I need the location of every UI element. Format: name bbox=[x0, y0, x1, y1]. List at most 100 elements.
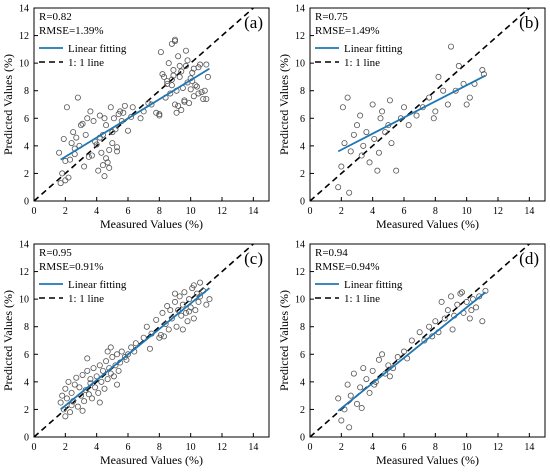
y-tick-label: 0 bbox=[300, 433, 305, 444]
legend-fit-label: Linear fitting bbox=[68, 279, 127, 291]
x-tick-label: 2 bbox=[339, 442, 344, 453]
scatter-point bbox=[109, 354, 116, 361]
scatter-point bbox=[118, 348, 125, 355]
scatter-point bbox=[68, 140, 75, 147]
scatter-point bbox=[71, 381, 78, 388]
scatter-point bbox=[114, 148, 121, 155]
legend-identity-label: 1: 1 line bbox=[68, 57, 104, 69]
scatter-point bbox=[95, 167, 102, 174]
plot-area bbox=[34, 244, 254, 437]
x-axis-title: Measured Values (%) bbox=[100, 453, 203, 467]
r-value-label: R=0.82 bbox=[39, 11, 72, 23]
scatter-point bbox=[374, 167, 381, 174]
y-tick-label: 8 bbox=[24, 322, 29, 333]
legend-identity-label: 1: 1 line bbox=[344, 57, 380, 69]
scatter-point bbox=[57, 180, 64, 187]
scatter-point bbox=[101, 173, 108, 180]
x-tick-label: 4 bbox=[370, 442, 375, 453]
scatter-point bbox=[143, 323, 150, 330]
y-tick-label: 10 bbox=[295, 59, 305, 70]
scatter-point bbox=[363, 129, 370, 136]
scatter-point bbox=[76, 384, 83, 391]
scatter-point bbox=[426, 323, 433, 330]
scatter-point bbox=[99, 367, 106, 374]
scatter-point bbox=[159, 309, 166, 316]
scatter-point bbox=[346, 424, 353, 431]
scatter-point bbox=[63, 395, 70, 402]
fit-line bbox=[60, 67, 210, 161]
scatter-point bbox=[167, 307, 174, 314]
scatter-point bbox=[104, 159, 111, 166]
y-tick-label: 4 bbox=[300, 141, 305, 152]
plot-frame bbox=[33, 243, 270, 438]
x-tick-label: 10 bbox=[186, 206, 196, 217]
scatter-point bbox=[109, 140, 116, 147]
scatter-point bbox=[161, 333, 168, 340]
scatter-point bbox=[369, 367, 376, 374]
scatter-point bbox=[68, 402, 75, 409]
rmse-label: RMSE=0.94% bbox=[315, 261, 380, 273]
scatter-point bbox=[181, 98, 188, 105]
x-tick-label: 2 bbox=[339, 206, 344, 217]
scatter-point bbox=[482, 287, 489, 294]
scatter-point bbox=[190, 282, 197, 289]
y-tick-label: 0 bbox=[24, 197, 29, 208]
x-tick-label: 12 bbox=[217, 442, 227, 453]
x-axis-title: Measured Values (%) bbox=[376, 217, 479, 231]
scatter-point bbox=[96, 112, 103, 119]
panel-d: 0 2 4 6 8 10 12 14 0 2 4 6 8 10 12 14 Measured Values (%… bbox=[277, 240, 546, 467]
rmse-label: RMSE=1.49% bbox=[315, 25, 380, 37]
scatter-point bbox=[70, 129, 77, 136]
scatter-point bbox=[182, 47, 189, 54]
y-axis-title: Predicted Values (%) bbox=[277, 290, 291, 391]
scatter-point bbox=[347, 148, 354, 155]
legend-fit-label: Linear fitting bbox=[344, 43, 403, 55]
scatter-point bbox=[444, 307, 451, 314]
scatter-point bbox=[112, 362, 119, 369]
scatter-point bbox=[146, 345, 153, 352]
x-tick-label: 10 bbox=[462, 206, 472, 217]
y-tick-label: 2 bbox=[300, 169, 305, 180]
scatter-point bbox=[193, 290, 200, 297]
scatter-point bbox=[157, 49, 164, 56]
scatter-point bbox=[87, 108, 94, 115]
y-tick-label: 12 bbox=[19, 31, 29, 42]
scatter-point bbox=[129, 104, 136, 111]
scatter-point bbox=[63, 104, 70, 111]
scatter-point bbox=[366, 389, 373, 396]
scatter-point bbox=[182, 309, 189, 316]
scatter-point bbox=[90, 118, 97, 125]
x-tick-label: 8 bbox=[157, 442, 162, 453]
scatter-point bbox=[353, 400, 360, 407]
scatter-point bbox=[379, 108, 386, 115]
scatter-point bbox=[114, 144, 121, 151]
scatter-point bbox=[156, 111, 163, 118]
scatter-point bbox=[171, 36, 178, 43]
scatter-point bbox=[347, 392, 354, 399]
scatter-point bbox=[114, 351, 121, 358]
x-tick-label: 8 bbox=[157, 206, 162, 217]
scatter-point bbox=[65, 378, 72, 385]
plot-frame bbox=[309, 243, 546, 438]
scatter-point bbox=[121, 102, 128, 109]
scatter-point bbox=[377, 115, 384, 122]
scatter-point bbox=[107, 104, 114, 111]
x-tick-label: 4 bbox=[370, 206, 375, 217]
rmse-label: RMSE=0.91% bbox=[39, 261, 104, 273]
scatter-point bbox=[128, 113, 135, 120]
r-value-label: R=0.95 bbox=[39, 247, 72, 259]
scatter-point bbox=[363, 376, 370, 383]
scatter-point bbox=[59, 392, 66, 399]
scatter-point bbox=[173, 323, 180, 330]
scatter-point bbox=[170, 67, 177, 74]
y-tick-label: 4 bbox=[24, 141, 29, 152]
scatter-point bbox=[382, 129, 389, 136]
scatter-point bbox=[168, 315, 175, 322]
scatter-point bbox=[173, 109, 180, 116]
y-tick-label: 14 bbox=[19, 240, 29, 251]
scatter-point bbox=[393, 167, 400, 174]
scatter-point bbox=[430, 115, 437, 122]
scatter-point bbox=[73, 374, 80, 381]
scatter-point bbox=[479, 318, 486, 325]
scatter-point bbox=[176, 62, 183, 69]
